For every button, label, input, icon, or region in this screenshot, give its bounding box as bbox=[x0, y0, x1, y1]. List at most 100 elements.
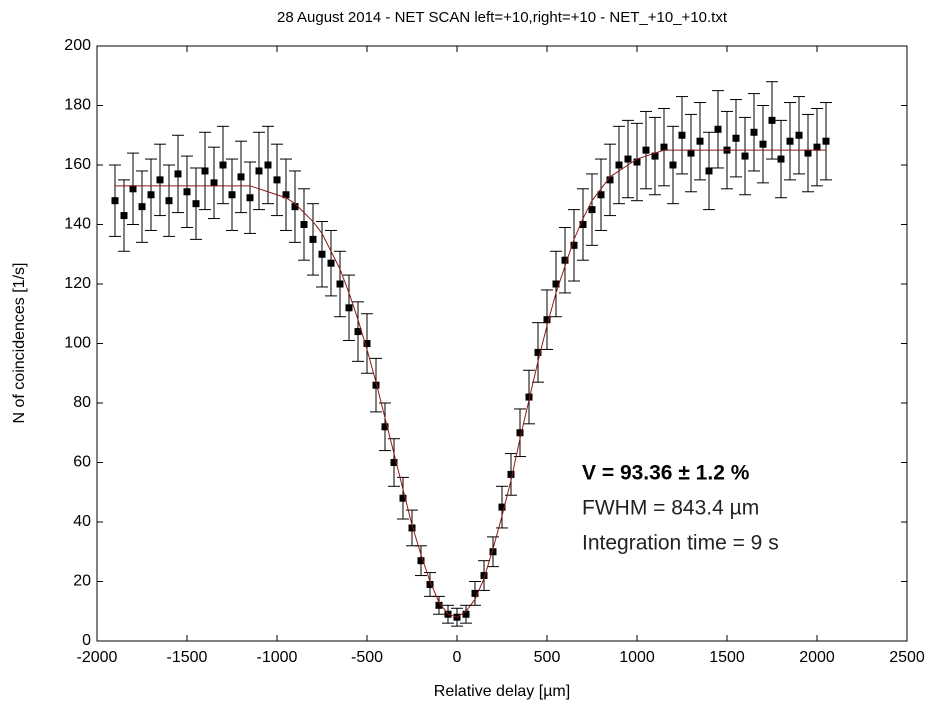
y-tick-label: 80 bbox=[73, 394, 91, 411]
data-point bbox=[111, 197, 119, 205]
chart-title: 28 August 2014 - NET SCAN left=+10,right… bbox=[277, 9, 728, 26]
y-tick-label: 60 bbox=[73, 454, 91, 471]
data-point bbox=[309, 235, 317, 243]
data-point bbox=[174, 170, 182, 178]
data-point bbox=[633, 158, 641, 166]
data-point bbox=[417, 557, 425, 565]
data-point bbox=[120, 212, 128, 220]
data-point bbox=[471, 589, 479, 597]
x-tick-label: -1000 bbox=[257, 649, 298, 666]
data-point bbox=[579, 221, 587, 228]
x-tick-label: 2500 bbox=[889, 649, 925, 666]
y-tick-label: 0 bbox=[82, 632, 91, 649]
x-tick-label: 1500 bbox=[709, 649, 745, 666]
x-tick-label: -500 bbox=[351, 649, 383, 666]
y-axis-label: N of coincidences [1/s] bbox=[11, 263, 28, 424]
data-point bbox=[777, 155, 785, 163]
data-point bbox=[426, 580, 434, 588]
annotation: FWHM = 843.4 µm bbox=[582, 497, 759, 520]
y-tick-label: 200 bbox=[64, 37, 91, 54]
data-point bbox=[750, 128, 758, 136]
data-point bbox=[345, 304, 353, 312]
data-point bbox=[327, 259, 335, 267]
data-point bbox=[363, 340, 371, 347]
data-point bbox=[372, 381, 380, 389]
y-tick-label: 160 bbox=[64, 156, 91, 173]
data-point bbox=[732, 134, 740, 142]
y-tick-label: 20 bbox=[73, 573, 91, 590]
data-point bbox=[264, 161, 272, 169]
data-point bbox=[462, 610, 470, 618]
data-point bbox=[525, 393, 533, 401]
y-tick-label: 140 bbox=[64, 216, 91, 233]
data-point bbox=[237, 173, 245, 181]
data-point bbox=[615, 161, 623, 169]
x-tick-label: 1000 bbox=[619, 649, 655, 666]
data-point bbox=[804, 149, 812, 157]
data-point bbox=[768, 116, 776, 124]
data-point bbox=[624, 155, 632, 163]
x-tick-label: 2000 bbox=[799, 649, 835, 666]
x-tick-label: 500 bbox=[534, 649, 561, 666]
y-tick-label: 40 bbox=[73, 513, 91, 530]
data-point bbox=[129, 185, 137, 193]
data-point bbox=[498, 503, 506, 511]
data-point bbox=[165, 197, 173, 205]
data-point bbox=[192, 200, 200, 208]
data-point bbox=[480, 572, 488, 580]
data-point bbox=[219, 161, 227, 169]
data-point bbox=[390, 459, 398, 466]
data-point bbox=[669, 161, 677, 169]
data-point bbox=[696, 137, 704, 145]
annotation: V = 93.36 ± 1.2 % bbox=[582, 462, 750, 485]
data-point bbox=[156, 176, 164, 184]
data-point bbox=[246, 194, 254, 202]
data-point bbox=[228, 191, 236, 199]
data-point bbox=[138, 203, 146, 211]
data-point bbox=[786, 137, 794, 145]
data-point bbox=[210, 179, 218, 187]
data-point bbox=[318, 250, 326, 258]
fit-line bbox=[115, 149, 826, 618]
x-axis-label: Relative delay [µm] bbox=[434, 683, 570, 700]
data-point bbox=[534, 348, 542, 356]
y-tick-label: 180 bbox=[64, 97, 91, 114]
data-point bbox=[660, 143, 668, 151]
data-point bbox=[813, 143, 821, 151]
data-point bbox=[741, 152, 749, 160]
x-tick-label: -1500 bbox=[167, 649, 208, 666]
data-point bbox=[687, 149, 695, 157]
y-tick-label: 100 bbox=[64, 335, 91, 352]
data-point bbox=[759, 140, 767, 148]
data-point bbox=[291, 203, 299, 211]
data-point bbox=[381, 423, 389, 431]
data-point bbox=[399, 494, 407, 502]
data-point bbox=[795, 131, 803, 139]
data-point bbox=[489, 548, 497, 556]
data-point bbox=[507, 470, 515, 478]
data-point bbox=[282, 191, 290, 199]
x-tick-label: 0 bbox=[453, 649, 462, 666]
plot-frame bbox=[96, 45, 908, 642]
data-point bbox=[678, 131, 686, 139]
data-point bbox=[255, 167, 263, 175]
data-point bbox=[588, 206, 596, 214]
data-point bbox=[561, 256, 569, 264]
data-point bbox=[642, 146, 650, 154]
data-point bbox=[300, 221, 308, 228]
data-point bbox=[147, 191, 155, 199]
data-point bbox=[516, 429, 524, 437]
data-point bbox=[354, 328, 362, 336]
data-point bbox=[705, 167, 713, 175]
y-tick-label: 120 bbox=[64, 275, 91, 292]
data-point bbox=[408, 524, 416, 532]
data-point bbox=[543, 316, 551, 324]
data-point bbox=[597, 191, 605, 199]
data-point bbox=[822, 137, 830, 145]
data-point bbox=[201, 167, 209, 175]
data-point bbox=[570, 241, 578, 249]
data-point bbox=[336, 280, 344, 288]
data-point bbox=[273, 176, 281, 184]
